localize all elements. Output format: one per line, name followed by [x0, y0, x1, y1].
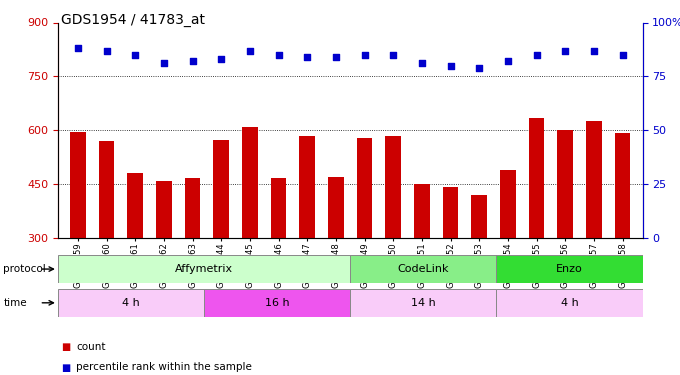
Point	[273, 52, 284, 58]
Point	[531, 52, 542, 58]
Bar	[558, 130, 573, 346]
Text: Enzo: Enzo	[556, 264, 583, 274]
Bar	[528, 118, 545, 346]
Bar	[496, 255, 643, 283]
Point	[302, 54, 313, 60]
Text: Affymetrix: Affymetrix	[175, 264, 233, 274]
Point	[388, 52, 398, 58]
Bar	[156, 181, 172, 346]
Bar	[204, 289, 350, 317]
Point	[474, 65, 485, 71]
Bar	[496, 289, 643, 317]
Text: count: count	[76, 342, 105, 352]
Bar	[414, 183, 430, 346]
Bar	[586, 122, 602, 346]
Point	[73, 45, 84, 51]
Text: time: time	[3, 298, 27, 308]
Text: GDS1954 / 41783_at: GDS1954 / 41783_at	[61, 13, 205, 27]
Point	[588, 48, 599, 54]
Bar	[58, 289, 204, 317]
Bar	[214, 140, 229, 346]
Point	[560, 48, 571, 54]
Text: ■: ■	[61, 363, 71, 372]
Bar	[350, 255, 496, 283]
Bar	[500, 170, 515, 346]
Point	[359, 52, 370, 58]
Point	[503, 58, 513, 64]
Bar	[185, 178, 201, 346]
Bar	[386, 136, 401, 346]
Bar	[70, 132, 86, 346]
Point	[101, 48, 112, 54]
Point	[130, 52, 141, 58]
Bar	[443, 187, 458, 346]
Point	[617, 52, 628, 58]
Bar	[350, 289, 496, 317]
Bar	[299, 136, 315, 346]
Text: ■: ■	[61, 342, 71, 352]
Text: 4 h: 4 h	[560, 298, 579, 308]
Text: 16 h: 16 h	[265, 298, 290, 308]
Bar	[471, 195, 487, 346]
Bar	[271, 178, 286, 346]
Bar	[356, 138, 373, 346]
Text: 14 h: 14 h	[411, 298, 436, 308]
Bar	[99, 141, 114, 346]
Point	[187, 58, 198, 64]
Point	[244, 48, 255, 54]
Point	[416, 60, 427, 66]
Point	[330, 54, 341, 60]
Bar	[58, 255, 350, 283]
Bar	[328, 177, 344, 346]
Point	[445, 63, 456, 69]
Point	[216, 56, 226, 62]
Text: CodeLink: CodeLink	[398, 264, 449, 274]
Bar	[242, 127, 258, 346]
Point	[158, 60, 169, 66]
Text: percentile rank within the sample: percentile rank within the sample	[76, 363, 252, 372]
Bar	[127, 173, 143, 346]
Text: 4 h: 4 h	[122, 298, 140, 308]
Text: protocol: protocol	[3, 264, 46, 274]
Bar	[615, 133, 630, 346]
